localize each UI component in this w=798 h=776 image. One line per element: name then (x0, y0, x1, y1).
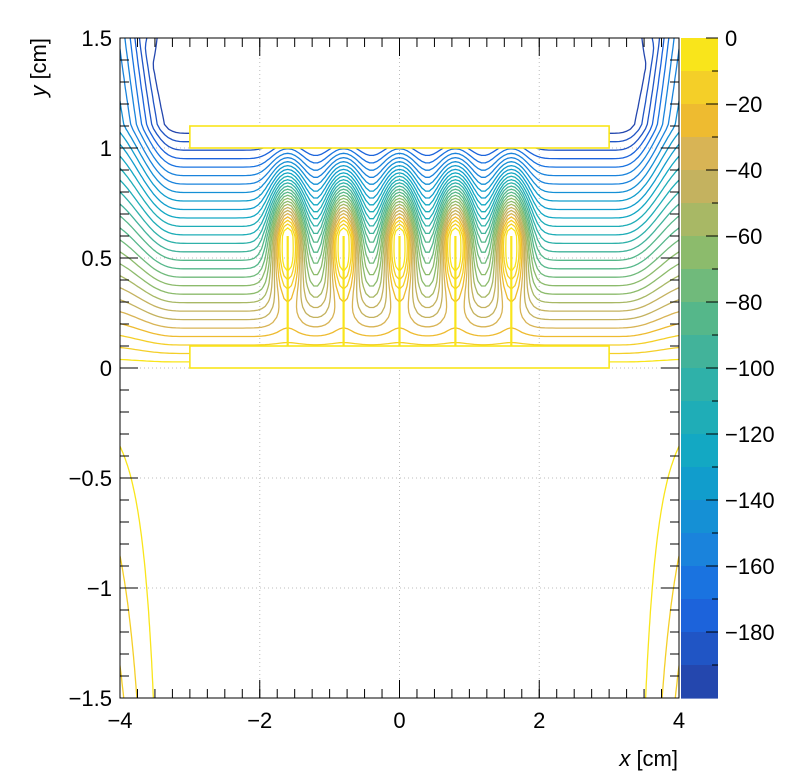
colorbar-band (681, 500, 718, 534)
colorbar-band (681, 533, 718, 567)
colorbar-band (681, 302, 718, 336)
contour-line (120, 100, 679, 194)
axes: −4 −2 0 2 4 −1.5 −1 −0.5 0 0.5 1 1.5 (69, 26, 686, 733)
contour-line (120, 179, 679, 236)
y-tick-label: −0.5 (69, 466, 112, 491)
electrode-plate (189, 345, 610, 369)
y-tick-label: 0 (100, 356, 112, 381)
colorbar-band (681, 566, 718, 600)
x-tick-label: 0 (393, 708, 405, 733)
colorbar-tick-label: −60 (725, 224, 762, 249)
contour-line (120, 203, 679, 304)
y-tick-label: 1 (100, 136, 112, 161)
colorbar-band (681, 335, 718, 369)
colorbar-band (681, 599, 718, 633)
colorbar-band (681, 368, 718, 402)
colorbar-band (681, 632, 718, 666)
colorbar-band (681, 203, 718, 237)
contour-line (120, 188, 679, 261)
contour-line (120, 194, 679, 278)
contour-line (120, 206, 679, 312)
colorbar-band (681, 467, 718, 501)
colorbar-band (681, 170, 718, 204)
contour-line (120, 212, 679, 329)
contour-line (120, 167, 679, 228)
colorbar-band (681, 104, 718, 138)
x-tick-label: −2 (247, 708, 272, 733)
electrode-plate (189, 125, 610, 149)
colorbar-tick-label: −120 (725, 422, 775, 447)
x-tick-label: 4 (673, 708, 685, 733)
contour-line (120, 155, 679, 219)
contour-line (120, 182, 679, 245)
colorbar-tick-label: −40 (725, 158, 762, 183)
electrodes (189, 125, 610, 369)
contour-line (129, 38, 670, 168)
colorbar-tick-label: 0 (725, 26, 737, 51)
contour-line (120, 185, 679, 253)
contour-line (120, 48, 679, 185)
colorbar-tick-label: −80 (725, 290, 762, 315)
x-axis-title: x [cm] (618, 746, 678, 771)
colorbar-band (681, 236, 718, 270)
colorbar-band (681, 401, 718, 435)
contour-line (124, 38, 675, 177)
colorbar: 0 −20 −40 −60 −80 −100 −120 −140 −160 −180 (681, 26, 775, 699)
y-axis-title: y [cm] (26, 38, 51, 99)
colorbar-band (681, 665, 718, 699)
y-tick-label: 0.5 (81, 246, 112, 271)
contour-lines (120, 38, 679, 698)
colorbar-tick-label: −140 (725, 488, 775, 513)
colorbar-band (681, 137, 718, 171)
colorbar-band (681, 434, 718, 468)
contour-line (120, 191, 679, 270)
colorbar-tick-label: −100 (725, 356, 775, 381)
colorbar-tick-label: −180 (725, 620, 775, 645)
colorbar-band (681, 71, 718, 105)
y-tick-label: −1.5 (69, 686, 112, 711)
x-tick-label: −4 (107, 708, 132, 733)
colorbar-tick-label: −20 (725, 92, 762, 117)
colorbar-tick-label: −160 (725, 554, 775, 579)
contour-line (120, 143, 679, 211)
y-tick-label: −1 (87, 576, 112, 601)
y-tick-label: 1.5 (81, 26, 112, 51)
colorbar-band (681, 38, 718, 72)
contour-line (120, 200, 679, 295)
contour-line (120, 131, 679, 202)
colorbar-band (681, 269, 718, 303)
x-tick-label: 2 (533, 708, 545, 733)
